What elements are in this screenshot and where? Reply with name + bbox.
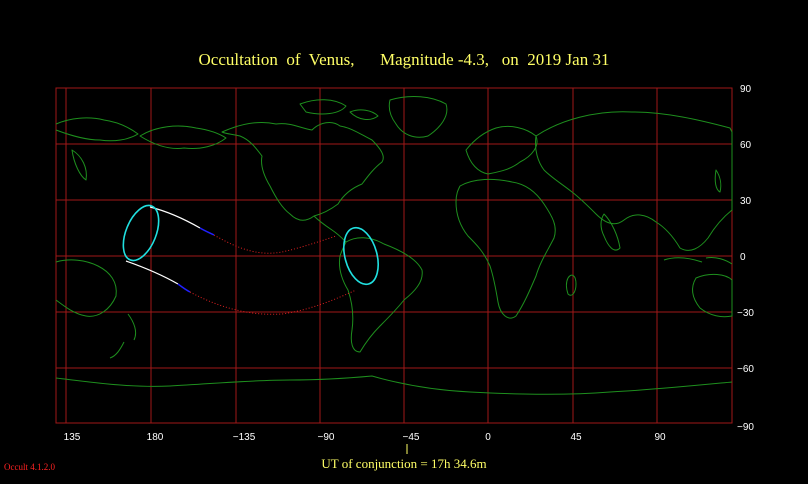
longitude-labels: 135 180 −135 −90 −45 0 45 90 bbox=[64, 432, 666, 443]
coast-australia-east bbox=[692, 273, 733, 318]
lon-tick-label: 135 bbox=[64, 432, 81, 443]
coast-japan bbox=[714, 169, 722, 193]
conjunction-time: UT of conjunction = 17h 34.6m bbox=[321, 456, 487, 471]
lat-tick-label: 90 bbox=[740, 84, 752, 95]
map-title: Occultation of Venus, Magnitude -4.3, on… bbox=[198, 50, 610, 69]
coast-indonesia bbox=[663, 257, 733, 265]
southern-limit-daylight bbox=[177, 283, 191, 293]
northern-limit-line bbox=[149, 206, 201, 229]
coast-alaska bbox=[139, 125, 227, 149]
coast-kamchatka bbox=[71, 149, 87, 181]
coast-central-america bbox=[313, 215, 347, 243]
lon-tick-label: −135 bbox=[233, 432, 256, 443]
northern-limit-dotted bbox=[213, 234, 337, 254]
coast-asia-wrap bbox=[55, 117, 139, 142]
lat-tick-label: −90 bbox=[737, 422, 754, 433]
lon-tick-label: −45 bbox=[403, 432, 420, 443]
path-start-ellipse bbox=[122, 204, 160, 262]
northern-limit-daylight bbox=[199, 227, 215, 236]
coast-madagascar bbox=[566, 274, 577, 296]
latitude-labels: 90 60 30 0 −30 −60 −90 bbox=[737, 84, 754, 433]
coast-asia bbox=[535, 111, 733, 251]
latitude-gridlines bbox=[56, 143, 732, 369]
coast-africa bbox=[455, 178, 556, 319]
lon-tick-label: 45 bbox=[570, 432, 582, 443]
southern-limit-dotted bbox=[189, 289, 357, 315]
lat-tick-label: −30 bbox=[737, 308, 754, 319]
software-version: Occult 4.1.2.0 bbox=[4, 462, 55, 472]
coast-new-zealand bbox=[109, 313, 137, 359]
coast-europe bbox=[465, 125, 538, 175]
lon-tick-label: −90 bbox=[318, 432, 335, 443]
lat-tick-label: 60 bbox=[740, 140, 752, 151]
coast-north-america bbox=[221, 121, 384, 221]
coast-south-america bbox=[339, 237, 423, 353]
coastlines bbox=[55, 96, 733, 395]
coast-india bbox=[600, 213, 621, 251]
lon-tick-label: 90 bbox=[654, 432, 666, 443]
lat-tick-label: 30 bbox=[740, 196, 752, 207]
occultation-path bbox=[122, 204, 379, 315]
lat-tick-label: −60 bbox=[737, 364, 754, 375]
lon-tick-label: 0 bbox=[485, 432, 491, 443]
coast-greenland bbox=[388, 96, 448, 138]
lon-tick-label: 180 bbox=[147, 432, 164, 443]
lat-tick-label: 0 bbox=[740, 252, 746, 263]
southern-limit-line bbox=[125, 260, 179, 285]
coast-antarctica bbox=[55, 375, 733, 395]
path-end-ellipse bbox=[343, 226, 379, 286]
coast-arctic-islands bbox=[299, 99, 379, 120]
coast-australia bbox=[55, 259, 117, 317]
